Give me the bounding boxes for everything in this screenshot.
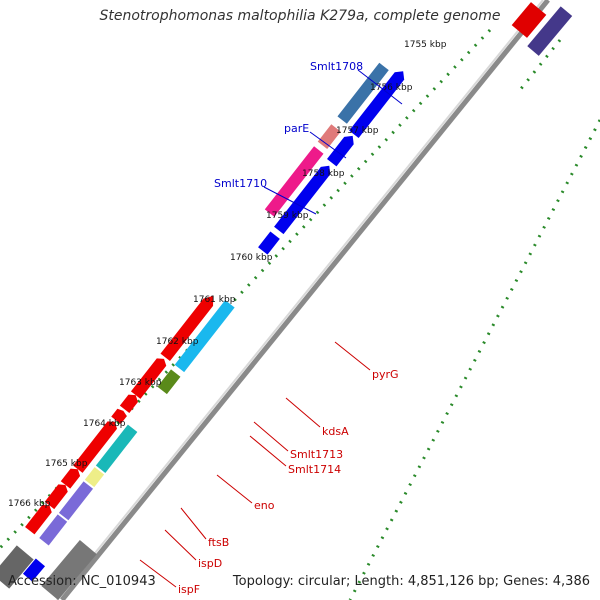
backbone-inner <box>56 0 544 600</box>
leader-smlt1710 <box>263 186 317 215</box>
gene-red-6 <box>60 468 81 489</box>
tick-1765: 1765 kbp <box>45 459 88 469</box>
gene-blue-bottom <box>22 558 46 582</box>
label-smlt1710: Smlt1710 <box>214 177 267 190</box>
gene-purple-2 <box>39 514 68 546</box>
tick-1766: 1766 kbp <box>8 499 51 509</box>
leader-pare <box>309 131 347 159</box>
tick-1759: 1759 kbp <box>266 211 309 221</box>
gene-cyan-pyrG <box>174 300 235 373</box>
gene-red-4 <box>111 408 127 425</box>
leader-smlt1713 <box>253 421 289 452</box>
gene-red-7 <box>44 484 68 510</box>
gene-teal <box>95 424 138 473</box>
gene-red-8 <box>25 504 52 535</box>
gene-magenta <box>264 146 324 217</box>
map-title: Stenotrophomonas maltophilia K279a, comp… <box>99 8 501 24</box>
label-smlt1708: Smlt1708 <box>310 60 363 73</box>
gene-blue-3 <box>274 165 331 235</box>
gene-olive <box>157 369 181 395</box>
gene-salmon <box>317 124 341 149</box>
label-ispf: ispF <box>178 583 200 596</box>
tick-1761: 1761 kbp <box>193 295 236 305</box>
leader-kdsa <box>285 397 321 428</box>
label-pare: parE <box>284 122 309 135</box>
gene-top-navy <box>527 6 573 56</box>
tick-1758: 1758 kbp <box>302 169 345 179</box>
leader-smlt1708 <box>357 69 403 105</box>
gene-blue-4 <box>258 231 280 255</box>
leader-pyrg <box>334 341 371 371</box>
label-ispd: ispD <box>198 557 222 570</box>
leader-eno <box>216 474 253 504</box>
label-pyrg: pyrG <box>372 368 399 381</box>
accession-text: Accession: NC_010943 <box>8 574 156 589</box>
tick-1757: 1757 kbp <box>336 126 379 136</box>
gene-steelblue <box>337 62 389 124</box>
tick-1764: 1764 kbp <box>83 419 126 429</box>
tick-1763: 1763 kbp <box>119 378 162 388</box>
gene-grey-2 <box>41 539 97 600</box>
gene-top-red <box>511 2 547 38</box>
tick-1756: 1756 kbp <box>370 83 413 93</box>
gene-blue-1 <box>349 71 405 138</box>
label-smlt1714: Smlt1714 <box>288 463 341 476</box>
gene-purple <box>58 481 94 521</box>
gene-yellow <box>84 467 105 488</box>
leader-ispf <box>139 559 177 588</box>
leader-smlt1714 <box>249 435 287 467</box>
gene-red-3 <box>119 394 138 414</box>
label-smlt1713: Smlt1713 <box>290 448 343 461</box>
outer-dotted-track-2 <box>518 39 562 91</box>
label-kdsa: kdsA <box>322 425 349 438</box>
leader-ftsb <box>180 507 207 540</box>
label-eno: eno <box>254 499 275 512</box>
outer-dotted-track <box>348 119 600 600</box>
label-ftsb: ftsB <box>208 536 229 549</box>
gene-red-1 <box>160 295 214 361</box>
tick-1755: 1755 kbp <box>404 40 447 50</box>
gene-grey-1 <box>0 545 34 589</box>
backbone <box>60 0 550 600</box>
leader-ispd <box>164 529 197 561</box>
tick-1762: 1762 kbp <box>156 337 199 347</box>
gene-red-5 <box>73 421 118 473</box>
gene-red-2 <box>130 358 167 399</box>
gene-blue-2 <box>327 135 354 167</box>
topology-text: Topology: circular; Length: 4,851,126 bp… <box>232 574 590 589</box>
tick-1760: 1760 kbp <box>230 253 273 263</box>
